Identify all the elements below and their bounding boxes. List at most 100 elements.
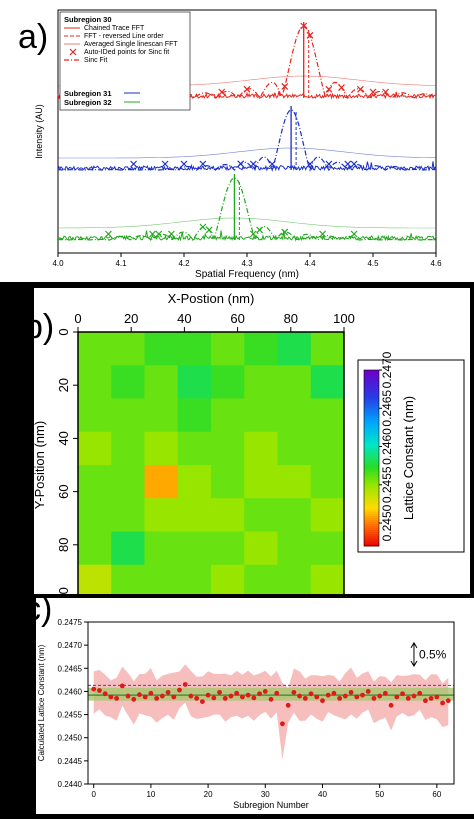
x-tick-label: 0 [91, 790, 96, 799]
heatmap-cell [310, 564, 345, 599]
panel-c: 0 10 20 30 40 50 60 Subregion Number 0.2440 0.244… [24, 590, 474, 814]
averaged-linescan [58, 147, 436, 159]
heatmap-cell [211, 431, 245, 466]
colorbar-swatch [364, 514, 379, 517]
data-point [423, 698, 428, 704]
data-point [348, 689, 354, 695]
x-tick-label: 4.4 [304, 259, 316, 268]
x-tick-label: 30 [261, 790, 270, 799]
colorbar-swatch [364, 446, 379, 449]
data-point [400, 691, 405, 697]
sinc-marker [281, 228, 289, 236]
y-tick-label: 0.2445 [58, 757, 83, 766]
heatmap-cell [177, 365, 212, 399]
legend-entry: Auto-IDed points for Sinc fit [84, 49, 169, 56]
heatmap-cell [277, 564, 312, 599]
heatmap-cell [211, 531, 245, 566]
colorbar-swatch [364, 510, 379, 513]
x-tick-label: 60 [432, 790, 441, 799]
data-point [102, 691, 108, 697]
y-tick-label: 60 [56, 484, 71, 498]
plot-frame [87, 621, 455, 785]
colorbar-swatch [364, 474, 379, 477]
sinc-marker [256, 226, 264, 234]
colorbar-swatch [364, 458, 379, 461]
heatmap-cell [177, 431, 212, 466]
colorbar-swatch [364, 468, 379, 471]
colorbar-swatch [364, 452, 379, 455]
colorbar-swatch [364, 400, 379, 403]
heatmap-cell [244, 332, 278, 366]
lattice-heatmap: 0 20 40 60 80 100 X-Postion (nm) 0 20 40 60 80 100 Y-… [32, 291, 465, 609]
sinc-marker [243, 85, 251, 93]
heatmap-cell [310, 531, 345, 566]
data-point [274, 690, 280, 696]
sinc-marker [180, 160, 188, 168]
colorbar-swatch [364, 524, 379, 527]
colorbar-swatch [364, 456, 379, 459]
y-axis-label: Intensity (AU) [34, 104, 44, 159]
x-tick-label: 4.5 [367, 259, 379, 268]
heatmap-cell [310, 498, 345, 532]
sinc-marker [199, 160, 207, 168]
colorbar-swatch [364, 406, 379, 409]
x-tick-label: 0 [74, 311, 81, 326]
data-point [257, 691, 262, 697]
data-point [394, 694, 400, 700]
colorbar-swatch [364, 378, 379, 381]
sinc-marker [319, 230, 327, 238]
data-point [188, 693, 194, 699]
x-tick-label: 60 [230, 311, 244, 326]
heatmap-cell [144, 332, 179, 366]
colorbar-swatch [364, 530, 379, 533]
colorbar-swatch [364, 372, 379, 375]
annotation-label: 0.5% [419, 647, 447, 661]
legend-title: Subregion 30 [64, 15, 112, 24]
sinc-marker [249, 230, 257, 238]
colorbar-swatch [364, 434, 379, 437]
data-point [177, 687, 182, 693]
colorbar-swatch [364, 466, 379, 469]
data-point [331, 690, 337, 696]
heatmap-cell [177, 332, 212, 366]
colorbar-swatch [364, 476, 379, 479]
heatmap-cell [111, 564, 145, 599]
data-point [428, 695, 434, 701]
colorbar-swatch [364, 428, 379, 431]
colorbar-swatch [364, 450, 379, 453]
sinc-marker [268, 160, 276, 168]
heatmap-cell [177, 398, 212, 433]
data-point [245, 692, 251, 698]
colorbar-swatch [364, 494, 379, 497]
heatmap-cell [277, 498, 312, 532]
colorbar-swatch [364, 506, 379, 509]
y-axis-label: Y-Position (nm) [34, 421, 47, 509]
data-point [91, 686, 97, 692]
colorbar-swatch [364, 508, 379, 511]
sinc-marker [199, 223, 207, 231]
heatmap-cell [177, 564, 212, 599]
x-tick-label: 4.6 [430, 259, 442, 268]
data-point [411, 693, 417, 699]
data-point [97, 688, 102, 693]
sinc-marker [149, 230, 156, 238]
data-point [354, 694, 360, 700]
y-tick-label: 0.2470 [58, 641, 83, 650]
legend-marker [69, 48, 77, 56]
colorbar-swatch [364, 386, 379, 389]
x-tick-label: 40 [177, 311, 191, 326]
legend-entry: Sinc Fit [84, 57, 107, 64]
colorbar-swatch [364, 522, 379, 525]
sinc-marker [300, 22, 308, 30]
colorbar-swatch [364, 504, 379, 507]
colorbar-swatch [364, 414, 379, 417]
heatmap-cell [244, 531, 278, 566]
heatmap-cell [211, 465, 245, 499]
data-point [377, 693, 383, 699]
colorbar-swatch [364, 496, 379, 499]
data-point [325, 692, 331, 698]
data-point [314, 694, 320, 700]
heatmap-cell [244, 431, 278, 466]
colorbar-swatch [364, 390, 379, 393]
